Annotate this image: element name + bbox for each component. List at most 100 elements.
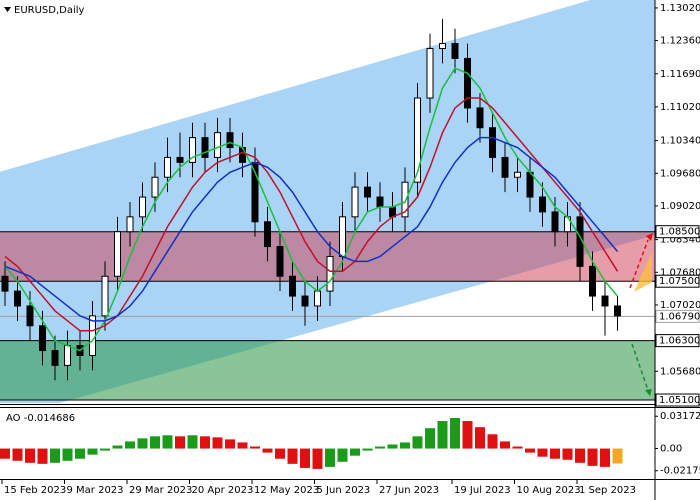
ao-panel bbox=[0, 417, 623, 469]
candle-body bbox=[401, 181, 409, 218]
level-label-box bbox=[655, 309, 700, 323]
level-label: 1.07500 bbox=[659, 276, 700, 287]
moving-average bbox=[4, 136, 619, 322]
ao-bar bbox=[75, 448, 85, 459]
ao-bar bbox=[512, 446, 523, 449]
candle-body bbox=[139, 196, 146, 218]
ao-bar bbox=[537, 448, 548, 457]
price-panel bbox=[0, 0, 655, 403]
moving-average bbox=[4, 67, 619, 352]
x-tick-label: 19 Jul 2023 bbox=[454, 485, 511, 496]
ao-bar bbox=[162, 435, 173, 449]
candle-body bbox=[601, 295, 609, 307]
candle-body bbox=[489, 127, 496, 158]
candle-body bbox=[164, 156, 171, 178]
ao-tick-label: 0.031721 bbox=[660, 411, 700, 422]
ao-bar bbox=[237, 442, 248, 449]
candle-body bbox=[326, 255, 334, 292]
ao-current-value: -0.014686 bbox=[24, 413, 75, 424]
forecast-down-arrow bbox=[631, 343, 649, 391]
ao-bar bbox=[487, 434, 498, 449]
ao-bar bbox=[12, 448, 23, 461]
candle-body bbox=[314, 290, 321, 307]
candle-body bbox=[476, 107, 484, 129]
ao-bar bbox=[212, 437, 223, 449]
y-tick-label: 1.05680 bbox=[660, 366, 700, 377]
ao-bar bbox=[62, 448, 73, 461]
ao-bar bbox=[462, 421, 473, 449]
candle-body bbox=[39, 325, 46, 352]
y-tick-label: 1.11020 bbox=[660, 102, 700, 113]
ao-bar bbox=[450, 417, 460, 449]
x-tick-label: 27 Jun 2023 bbox=[379, 485, 439, 496]
candle-body bbox=[14, 290, 21, 307]
level-label: 1.06790 bbox=[659, 311, 700, 322]
candle-body bbox=[226, 132, 234, 149]
trend-channel bbox=[0, 0, 655, 403]
ao-bar bbox=[575, 448, 585, 463]
candle-body bbox=[514, 171, 521, 178]
menu-triangle bbox=[4, 7, 11, 12]
candle-body bbox=[89, 315, 96, 356]
level-label: 1.05100 bbox=[659, 395, 700, 406]
candle-body bbox=[364, 186, 371, 198]
level-label: 1.06300 bbox=[659, 336, 700, 347]
ao-bar bbox=[125, 441, 135, 449]
ao-bar bbox=[562, 448, 573, 460]
ao-bar bbox=[112, 445, 123, 449]
ao-bar bbox=[250, 446, 260, 449]
candle-body bbox=[176, 156, 184, 163]
ao-bar bbox=[275, 448, 285, 459]
ao-bar bbox=[200, 436, 210, 449]
y-tick-label: 1.08340 bbox=[660, 235, 700, 246]
candle-body bbox=[501, 156, 509, 178]
ao-bar bbox=[137, 438, 148, 449]
candle-body bbox=[239, 147, 246, 163]
ao-bar bbox=[425, 428, 435, 449]
ao-bar bbox=[500, 441, 510, 449]
y-tick-label: 1.07680 bbox=[660, 267, 700, 278]
y-tick-label: 1.11690 bbox=[660, 69, 700, 80]
ao-bar bbox=[362, 448, 373, 451]
candle-body bbox=[551, 211, 559, 233]
level-label-box bbox=[655, 334, 700, 348]
x-tick-label: 9 Mar 2023 bbox=[67, 485, 124, 496]
arrow-head bbox=[645, 389, 652, 396]
x-tick-label: 5 Jun 2023 bbox=[317, 485, 371, 496]
forecast-up-arrow bbox=[629, 239, 649, 289]
candle-body bbox=[1, 275, 9, 292]
candle-body bbox=[301, 295, 309, 307]
candle-body bbox=[464, 57, 471, 109]
candle-body bbox=[351, 186, 359, 218]
ao-bar bbox=[337, 448, 348, 462]
candle-body bbox=[114, 231, 121, 277]
level-label-box bbox=[655, 225, 700, 239]
forecast-area bbox=[634, 252, 652, 292]
ao-bar bbox=[87, 448, 98, 455]
ao-bar bbox=[187, 435, 198, 449]
x-tick-label: 20 Apr 2023 bbox=[192, 485, 254, 496]
ao-bar bbox=[50, 448, 60, 463]
ao-title: AO bbox=[6, 413, 21, 424]
ao-bar bbox=[312, 448, 323, 469]
candle-body bbox=[264, 221, 271, 248]
ao-bar bbox=[400, 442, 410, 449]
ao-bar bbox=[262, 448, 273, 453]
ao-bar bbox=[375, 446, 385, 449]
ao-bar bbox=[0, 448, 10, 459]
candle-body bbox=[189, 137, 196, 163]
candle-body bbox=[526, 171, 534, 198]
candle-body bbox=[614, 305, 621, 317]
candle-body bbox=[276, 246, 284, 277]
candle-body bbox=[151, 176, 159, 198]
ao-tick-label: 0.00 bbox=[660, 444, 682, 455]
level-label-box bbox=[655, 393, 700, 407]
price-zone bbox=[0, 340, 655, 401]
ao-bar bbox=[387, 444, 398, 449]
level-label: 1.08500 bbox=[659, 227, 700, 238]
candle-body bbox=[64, 345, 71, 366]
symbol-title: EURUSD,Daily bbox=[14, 5, 85, 16]
ao-bar bbox=[325, 448, 335, 467]
y-tick-label: 1.09020 bbox=[660, 201, 700, 212]
